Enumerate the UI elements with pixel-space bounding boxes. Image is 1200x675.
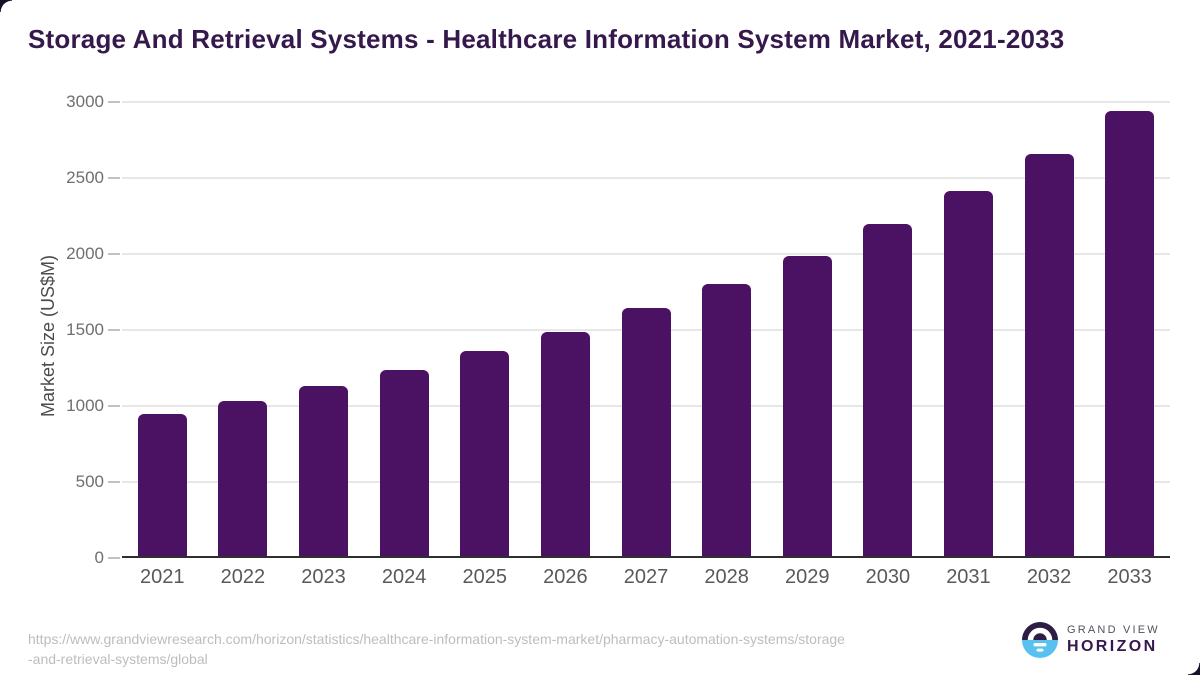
bar-2022 bbox=[218, 401, 268, 558]
bar-2025 bbox=[460, 351, 510, 558]
x-tick-label-2023: 2023 bbox=[301, 566, 346, 588]
source-url-line2: -and-retrieval-systems/global bbox=[28, 651, 208, 667]
y-tick-mark-500 bbox=[108, 481, 120, 483]
source-url: https://www.grandviewresearch.com/horizo… bbox=[28, 629, 845, 669]
logo-bottom-text: HORIZON bbox=[1067, 638, 1158, 655]
logo-top-text: GRAND VIEW bbox=[1067, 624, 1160, 636]
bar-2026 bbox=[540, 331, 590, 558]
bar-2024 bbox=[379, 370, 429, 558]
x-tick-label-2026: 2026 bbox=[543, 566, 588, 588]
rounded-corner-artifact-bottom-right bbox=[1188, 663, 1200, 675]
x-tick-label-2031: 2031 bbox=[946, 566, 991, 588]
y-tick-label-3000: 3000 bbox=[66, 92, 104, 111]
y-tick-mark-1000 bbox=[108, 405, 120, 407]
source-url-line1: https://www.grandviewresearch.com/horizo… bbox=[28, 631, 845, 647]
bar-2031 bbox=[943, 190, 993, 558]
bar-2032 bbox=[1024, 153, 1074, 558]
x-tick-label-2029: 2029 bbox=[784, 566, 830, 588]
x-tick-label-2033: 2033 bbox=[1107, 566, 1152, 588]
gridline-3000 bbox=[122, 101, 1170, 103]
bar-2029 bbox=[782, 256, 832, 558]
y-tick-label-2000: 2000 bbox=[66, 244, 104, 263]
y-tick-mark-3000 bbox=[108, 101, 120, 103]
x-tick-label-2022: 2022 bbox=[220, 566, 266, 588]
y-tick-label-500: 500 bbox=[75, 472, 104, 491]
x-tick-label-2021: 2021 bbox=[140, 566, 185, 588]
bar-2021 bbox=[137, 413, 187, 558]
horizon-sun-circle-icon bbox=[1022, 622, 1058, 658]
y-tick-label-2500: 2500 bbox=[66, 168, 104, 187]
logo-text: GRAND VIEW HORIZON bbox=[1067, 624, 1160, 656]
page-title: Storage And Retrieval Systems - Healthca… bbox=[28, 24, 1065, 54]
bar-2030 bbox=[863, 224, 913, 558]
bar-2028 bbox=[702, 283, 752, 558]
bar-2033 bbox=[1105, 111, 1155, 558]
x-tick-label-2024: 2024 bbox=[381, 566, 427, 588]
plot-area: 0 500 1000 1500 2000 2500 3000 2021 2022 2023 2024… bbox=[66, 92, 1170, 588]
x-tick-label-2030: 2030 bbox=[865, 566, 911, 588]
bar-2027 bbox=[621, 307, 671, 558]
y-tick-mark-2000 bbox=[108, 253, 120, 255]
y-tick-mark-0 bbox=[108, 557, 120, 559]
y-tick-label-1000: 1000 bbox=[66, 396, 104, 415]
y-tick-mark-2500 bbox=[108, 177, 120, 179]
gridline-2000 bbox=[122, 253, 1170, 255]
bar-2023 bbox=[299, 386, 349, 558]
x-tick-label-2028: 2028 bbox=[704, 566, 749, 588]
x-axis-line bbox=[122, 556, 1170, 558]
x-tick-label-2027: 2027 bbox=[623, 566, 669, 588]
x-tick-label-2025: 2025 bbox=[462, 566, 508, 588]
rounded-corner-artifact-top-left bbox=[0, 0, 12, 12]
gridline-2500 bbox=[122, 177, 1170, 179]
x-tick-label-2032: 2032 bbox=[1026, 566, 1072, 588]
y-tick-label-1500: 1500 bbox=[66, 320, 104, 339]
grand-view-horizon-logo: GRAND VIEW HORIZON bbox=[1022, 622, 1160, 658]
y-tick-label-0: 0 bbox=[94, 548, 104, 567]
y-tick-mark-1500 bbox=[108, 329, 120, 331]
